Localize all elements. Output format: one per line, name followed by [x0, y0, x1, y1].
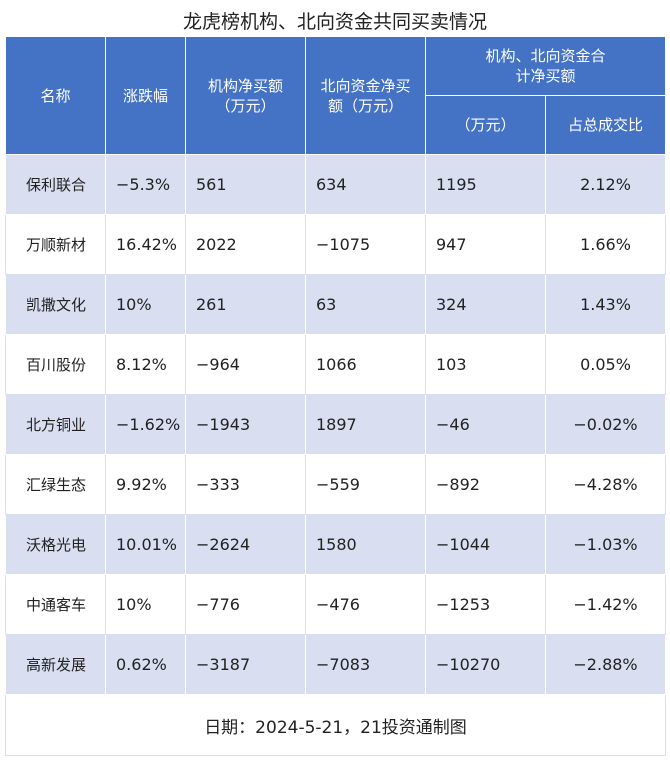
cell-name: 凯撒文化: [5, 274, 106, 335]
header-share: 占总成交比: [544, 95, 667, 155]
header-north: 北向资金净买额（万元）: [305, 36, 426, 155]
header-name: 名称: [5, 36, 106, 155]
cell-combined-net: −46: [425, 394, 546, 455]
cell-change: −1.62%: [105, 394, 186, 455]
cell-combined-net: 1195: [425, 154, 546, 215]
cell-share: −2.88%: [544, 634, 667, 695]
cell-change: 10%: [105, 574, 186, 635]
table-row: 北方铜业 −1.62% −1943 1897 −46 −0.02%: [5, 394, 667, 455]
cell-change: −5.3%: [105, 154, 186, 215]
table-row: 百川股份 8.12% −964 1066 103 0.05%: [5, 334, 667, 395]
cell-name: 保利联合: [5, 154, 106, 215]
cell-change: 0.62%: [105, 634, 186, 695]
footer-note: 日期：2024-5-21，21投资通制图: [4, 694, 667, 756]
cell-combined-net: −10270: [425, 634, 546, 695]
cell-share: −1.42%: [544, 574, 667, 635]
cell-inst-net: 561: [185, 154, 306, 215]
cell-inst-net: 2022: [185, 214, 306, 275]
cell-north-net: −7083: [305, 634, 426, 695]
header-change: 涨跌幅: [105, 36, 186, 155]
header-combined-group: 机构、北向资金合计净买额: [424, 36, 667, 96]
cell-share: −1.03%: [544, 514, 667, 575]
cell-share: −0.02%: [544, 394, 667, 455]
table-title: 龙虎榜机构、北向资金共同买卖情况: [182, 11, 487, 33]
cell-combined-net: −1253: [425, 574, 546, 635]
cell-change: 8.12%: [105, 334, 186, 395]
cell-north-net: −1075: [305, 214, 426, 275]
cell-north-net: 634: [305, 154, 426, 215]
table-row: 保利联合 −5.3% 561 634 1195 2.12%: [5, 154, 667, 215]
cell-north-net: −559: [305, 454, 426, 515]
table-row: 凯撒文化 10% 261 63 324 1.43%: [5, 274, 667, 335]
cell-inst-net: −964: [185, 334, 306, 395]
cell-combined-net: −892: [425, 454, 546, 515]
table-row: 万顺新材 16.42% 2022 −1075 947 1.66%: [5, 214, 667, 275]
cell-combined-net: −1044: [425, 514, 546, 575]
cell-inst-net: −3187: [185, 634, 306, 695]
table-row: 中通客车 10% −776 −476 −1253 −1.42%: [5, 574, 667, 635]
header-combined-amount: （万元）: [425, 95, 546, 155]
cell-name: 汇绿生态: [5, 454, 106, 515]
cell-share: 1.43%: [544, 274, 667, 335]
header-inst: 机构净买额（万元）: [185, 36, 306, 155]
cell-combined-net: 103: [425, 334, 546, 395]
cell-share: −4.28%: [544, 454, 667, 515]
cell-name: 高新发展: [5, 634, 106, 695]
table-row: 沃格光电 10.01% −2624 1580 −1044 −1.03%: [5, 514, 667, 575]
cell-share: 2.12%: [544, 154, 667, 215]
cell-name: 中通客车: [5, 574, 106, 635]
cell-combined-net: 324: [425, 274, 546, 335]
cell-inst-net: −2624: [185, 514, 306, 575]
cell-combined-net: 947: [425, 214, 546, 275]
cell-change: 16.42%: [105, 214, 186, 275]
cell-north-net: −476: [305, 574, 426, 635]
cell-name: 北方铜业: [5, 394, 106, 455]
table-row: 高新发展 0.62% −3187 −7083 −10270 −2.88%: [5, 634, 667, 695]
cell-north-net: 63: [305, 274, 426, 335]
cell-inst-net: −776: [185, 574, 306, 635]
table-row: 汇绿生态 9.92% −333 −559 −892 −4.28%: [5, 454, 667, 515]
table-body: 保利联合 −5.3% 561 634 1195 2.12% 万顺新材 16.42% 2022 −1…: [5, 154, 667, 695]
cell-name: 百川股份: [5, 334, 106, 395]
cell-north-net: 1897: [305, 394, 426, 455]
cell-change: 10.01%: [105, 514, 186, 575]
cell-north-net: 1580: [305, 514, 426, 575]
cell-change: 9.92%: [105, 454, 186, 515]
cell-share: 0.05%: [544, 334, 667, 395]
cell-inst-net: −1943: [185, 394, 306, 455]
data-table: 名称 涨跌幅 机构净买额（万元） 北向资金净买额（万元） 机构、北向资金合计净买…: [4, 36, 667, 756]
cell-name: 万顺新材: [5, 214, 106, 275]
cell-inst-net: 261: [185, 274, 306, 335]
cell-inst-net: −333: [185, 454, 306, 515]
cell-north-net: 1066: [305, 334, 426, 395]
cell-change: 10%: [105, 274, 186, 335]
cell-share: 1.66%: [544, 214, 667, 275]
cell-name: 沃格光电: [5, 514, 106, 575]
